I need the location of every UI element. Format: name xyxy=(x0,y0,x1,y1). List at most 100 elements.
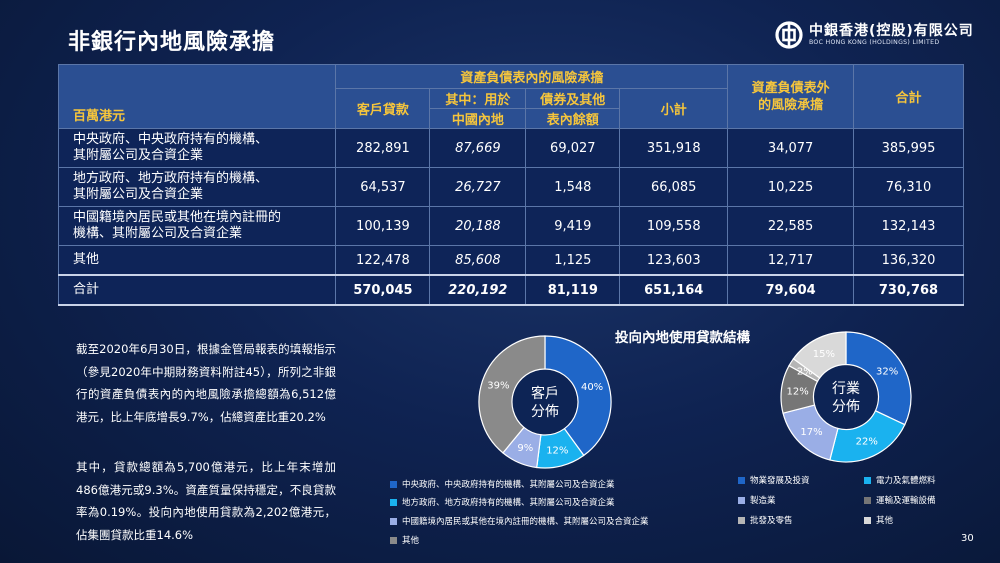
legend-item: 其他 xyxy=(390,534,419,546)
slice-data-label: 12% xyxy=(787,386,809,397)
logo-chinese-name: 中銀香港(控股)有限公司 xyxy=(809,23,974,39)
cell-off-bs: 34,077 xyxy=(727,128,855,168)
legend-label: 物業發展及投資 xyxy=(750,476,810,486)
boc-logo-icon xyxy=(775,21,803,49)
total-header: 合計 xyxy=(853,64,964,129)
donut-hole xyxy=(814,365,878,429)
row-label: 中國籍境內居民或其他在境內註冊的 機構、其附屬公司及合資企業 xyxy=(57,206,337,246)
customer-legend: 中央政府、中央政府持有的機構、其附屬公司及合資企業地方政府、地方政府持有的機構、… xyxy=(390,474,720,554)
cell-securities: 69,027 xyxy=(525,128,621,168)
donut-center-label: 行業 xyxy=(832,381,860,397)
page-title: 非銀行內地風險承擔 xyxy=(68,30,276,55)
cell-mainland: 20,188 xyxy=(429,206,527,246)
on-balance-sheet-group-header: 資產負債表內的風險承擔 xyxy=(335,64,729,89)
donut-slice xyxy=(544,335,612,457)
row-label: 地方政府、地方政府持有的機構、 其附屬公司及合資企業 xyxy=(57,167,337,207)
slice-data-label: 22% xyxy=(856,437,878,448)
legend-item: 製造業 xyxy=(738,494,776,506)
securities-header-2: 表內餘額 xyxy=(525,108,621,129)
logo-english-name: BOC HONG KONG (HOLDINGS) LIMITED xyxy=(809,39,940,46)
cell-off-bs: 10,225 xyxy=(727,167,855,207)
off-balance-sheet-header: 資產負債表外 的風險承擔 xyxy=(727,64,855,129)
legend-item: 電力及氣體燃料 xyxy=(864,474,936,486)
legend-swatch xyxy=(390,499,397,506)
slice-data-label: 2% xyxy=(797,366,813,377)
cell-loans: 100,139 xyxy=(335,206,431,246)
slice-data-label: 9% xyxy=(517,443,533,454)
table-total-row: 合計 570,045 220,192 81,119 651,164 79,604… xyxy=(57,274,964,306)
securities-header: 債券及其他 xyxy=(525,88,621,109)
cell-subtotal: 109,558 xyxy=(619,206,729,246)
slice-data-label: 40% xyxy=(581,382,603,393)
cell-total: 132,143 xyxy=(853,206,964,246)
donut-center-label: 分佈 xyxy=(832,398,860,415)
cell-loans: 122,478 xyxy=(335,245,431,276)
legend-label: 中央政府、中央政府持有的機構、其附屬公司及合資企業 xyxy=(402,480,615,490)
cell-securities: 9,419 xyxy=(525,206,621,246)
legend-item: 中國籍境內居民或其他在境內註冊的機構、其附屬公司及合資企業 xyxy=(390,515,649,527)
legend-label: 其他 xyxy=(402,536,420,546)
total-row-label: 合計 xyxy=(57,274,337,306)
row-label: 中央政府、中央政府持有的機構、 其附屬公司及合資企業 xyxy=(57,128,337,168)
legend-item: 中央政府、中央政府持有的機構、其附屬公司及合資企業 xyxy=(390,478,615,490)
legend-label: 批發及零售 xyxy=(750,516,793,526)
legend-swatch xyxy=(864,497,871,504)
table-row: 其他 122,478 85,608 1,125 123,603 12,717 1… xyxy=(57,245,964,276)
industry-legend: 物業發展及投資 電力及氣體燃料製造業 運輸及運輸設備批發及零售 其他 xyxy=(738,474,978,534)
total-subtotal: 651,164 xyxy=(619,274,729,306)
cell-total: 76,310 xyxy=(853,167,964,207)
loans-header: 客戶貸款 xyxy=(335,88,431,129)
company-logo: 中銀香港(控股)有限公司 BOC HONG KONG (HOLDINGS) LI… xyxy=(775,20,975,52)
page-number: 30 xyxy=(961,533,974,544)
table-row: 中央政府、中央政府持有的機構、 其附屬公司及合資企業 282,891 87,669… xyxy=(57,128,964,168)
legend-label: 中國籍境內居民或其他在境內註冊的機構、其附屬公司及合資企業 xyxy=(402,517,649,527)
total-off-bs: 79,604 xyxy=(727,274,855,306)
legend-swatch xyxy=(738,477,745,484)
cell-loans: 64,537 xyxy=(335,167,431,207)
legend-item: 其他 xyxy=(864,514,893,526)
mainland-use-header: 其中：用於 xyxy=(429,88,527,109)
subtotal-header: 小計 xyxy=(619,88,729,129)
cell-securities: 1,548 xyxy=(525,167,621,207)
legend-swatch xyxy=(390,518,397,525)
legend-swatch xyxy=(390,537,397,544)
cell-total: 385,995 xyxy=(853,128,964,168)
cell-securities: 1,125 xyxy=(525,245,621,276)
legend-swatch xyxy=(738,497,745,504)
donut-slice xyxy=(845,331,912,426)
cell-subtotal: 66,085 xyxy=(619,167,729,207)
legend-item: 地方政府、地方政府持有的機構、其附屬公司及合資企業 xyxy=(390,496,615,508)
total-mainland: 220,192 xyxy=(429,274,527,306)
legend-label: 電力及氣體燃料 xyxy=(876,476,936,486)
risk-table: 百萬港元 資產負債表內的風險承擔 資產負債表外 的風險承擔 合計 客戶貸款 其中：… xyxy=(57,64,964,306)
cell-loans: 282,891 xyxy=(335,128,431,168)
legend-label: 其他 xyxy=(876,516,894,526)
legend-label: 製造業 xyxy=(750,496,776,506)
slice-data-label: 12% xyxy=(546,445,568,456)
donut-hole xyxy=(513,370,577,434)
slice-data-label: 39% xyxy=(487,381,509,392)
cell-subtotal: 351,918 xyxy=(619,128,729,168)
summary-paragraph-1: 截至2020年6月30日，根據金管局報表的填報指示（參見2020年中期財務資料附… xyxy=(76,342,336,424)
legend-swatch xyxy=(864,517,871,524)
cell-off-bs: 22,585 xyxy=(727,206,855,246)
slice-data-label: 32% xyxy=(876,366,898,377)
table-row: 地方政府、地方政府持有的機構、 其附屬公司及合資企業 64,537 26,727 … xyxy=(57,167,964,207)
donut-slice xyxy=(478,335,546,454)
table-row: 中國籍境內居民或其他在境內註冊的 機構、其附屬公司及合資企業 100,139 20… xyxy=(57,206,964,246)
cell-mainland: 26,727 xyxy=(429,167,527,207)
total-loans: 570,045 xyxy=(335,274,431,306)
slice-data-label: 15% xyxy=(813,349,835,360)
cell-subtotal: 123,603 xyxy=(619,245,729,276)
donut-center-label: 分佈 xyxy=(531,403,559,420)
chart-title: 投向內地使用貸款結構 xyxy=(615,330,750,346)
total-securities: 81,119 xyxy=(525,274,621,306)
cell-mainland: 87,669 xyxy=(429,128,527,168)
legend-item: 物業發展及投資 xyxy=(738,474,810,486)
cell-total: 136,320 xyxy=(853,245,964,276)
legend-item: 運輸及運輸設備 xyxy=(864,494,936,506)
total-total: 730,768 xyxy=(853,274,964,306)
